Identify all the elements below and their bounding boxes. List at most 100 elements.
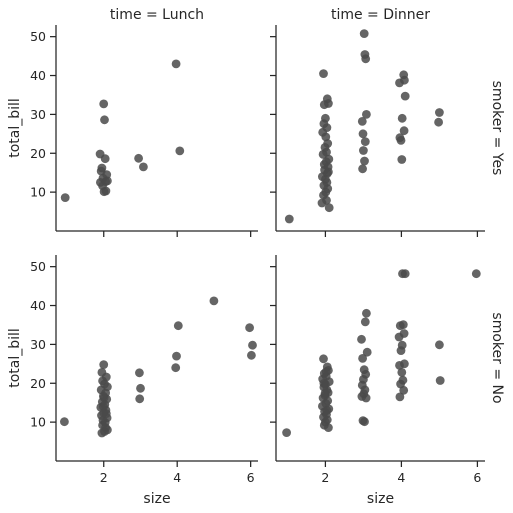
data-point <box>360 417 369 427</box>
data-point <box>136 383 145 393</box>
data-point <box>362 308 371 318</box>
data-point <box>60 193 70 203</box>
data-point <box>99 360 109 369</box>
x-tick-label: 4 <box>173 470 181 485</box>
data-point <box>361 54 371 64</box>
data-point <box>362 110 371 119</box>
y-tick-label: 50 <box>30 259 46 274</box>
data-point <box>248 340 257 350</box>
data-point <box>397 113 407 123</box>
data-point <box>319 100 329 110</box>
y-tick-label: 30 <box>30 337 46 352</box>
data-point <box>396 346 406 355</box>
x-tick-label: 4 <box>397 470 405 485</box>
data-point <box>102 170 112 180</box>
y-axis-title: total_bill <box>7 328 23 388</box>
data-point <box>324 203 334 213</box>
data-point <box>209 296 219 306</box>
data-point <box>400 91 410 101</box>
data-point <box>60 417 69 427</box>
y-tick-label: 50 <box>30 29 46 44</box>
data-point <box>321 132 331 142</box>
y-tick-label: 20 <box>30 376 46 391</box>
data-point <box>358 129 368 139</box>
data-point <box>97 428 107 438</box>
data-point <box>360 156 369 166</box>
data-point <box>357 334 366 344</box>
data-point <box>134 153 144 163</box>
data-point <box>434 117 443 127</box>
data-point <box>100 154 110 164</box>
data-point <box>135 368 144 378</box>
x-tick-label: 6 <box>247 470 255 485</box>
data-point <box>171 363 181 373</box>
data-point <box>320 389 330 398</box>
y-tick-label: 30 <box>30 107 46 122</box>
data-point <box>359 146 368 155</box>
x-tick-label: 2 <box>100 470 108 485</box>
data-point <box>399 126 409 136</box>
data-point <box>435 108 444 117</box>
data-point <box>394 332 404 342</box>
data-point <box>324 167 333 177</box>
data-point <box>358 164 367 174</box>
data-point <box>362 347 372 357</box>
data-point <box>245 323 255 333</box>
col-facet-title: time = Dinner <box>331 7 430 23</box>
y-tick-label: 10 <box>30 415 46 430</box>
data-point <box>322 406 332 415</box>
data-point <box>284 214 294 224</box>
data-point <box>100 115 109 125</box>
data-point <box>173 321 183 331</box>
data-point <box>396 136 406 145</box>
y-axis-title: total_bill <box>7 98 23 158</box>
y-tick-label: 40 <box>30 68 46 83</box>
data-point <box>319 69 328 78</box>
x-axis-title: size <box>143 491 170 507</box>
data-point <box>397 155 407 164</box>
data-point <box>400 269 410 279</box>
data-point <box>99 402 108 411</box>
data-point <box>400 75 409 85</box>
data-point <box>399 385 409 395</box>
data-point <box>395 392 405 402</box>
data-point <box>282 428 291 437</box>
y-tick-label: 20 <box>30 146 46 161</box>
data-point <box>101 409 111 418</box>
row-facet-title: smoker = Yes <box>489 81 505 176</box>
data-point <box>172 351 181 361</box>
data-point <box>360 317 370 327</box>
data-point <box>135 394 145 404</box>
data-point <box>139 162 148 172</box>
y-tick-label: 40 <box>30 298 46 313</box>
data-point <box>397 368 407 377</box>
data-point <box>319 378 329 388</box>
data-point <box>99 187 109 197</box>
data-point <box>435 340 444 350</box>
data-point <box>359 29 369 38</box>
row-facet-title: smoker = No <box>489 312 505 403</box>
data-point <box>395 321 405 331</box>
data-point <box>321 367 331 376</box>
data-point <box>247 350 256 360</box>
data-point <box>99 393 109 402</box>
x-tick-label: 2 <box>321 470 329 485</box>
y-tick-label: 10 <box>30 185 46 200</box>
data-point <box>171 59 181 69</box>
data-point <box>471 269 481 279</box>
data-point <box>99 99 109 109</box>
col-facet-title: time = Lunch <box>110 7 204 23</box>
data-point <box>435 376 445 385</box>
data-point <box>357 117 367 126</box>
data-point <box>324 423 333 432</box>
data-point <box>358 354 367 363</box>
data-point <box>361 393 371 403</box>
x-axis-title: size <box>367 491 394 507</box>
x-tick-label: 6 <box>473 470 481 485</box>
data-point <box>360 137 370 147</box>
data-point <box>319 354 328 364</box>
data-point <box>175 146 185 156</box>
data-point <box>317 198 327 208</box>
data-point <box>395 361 404 370</box>
